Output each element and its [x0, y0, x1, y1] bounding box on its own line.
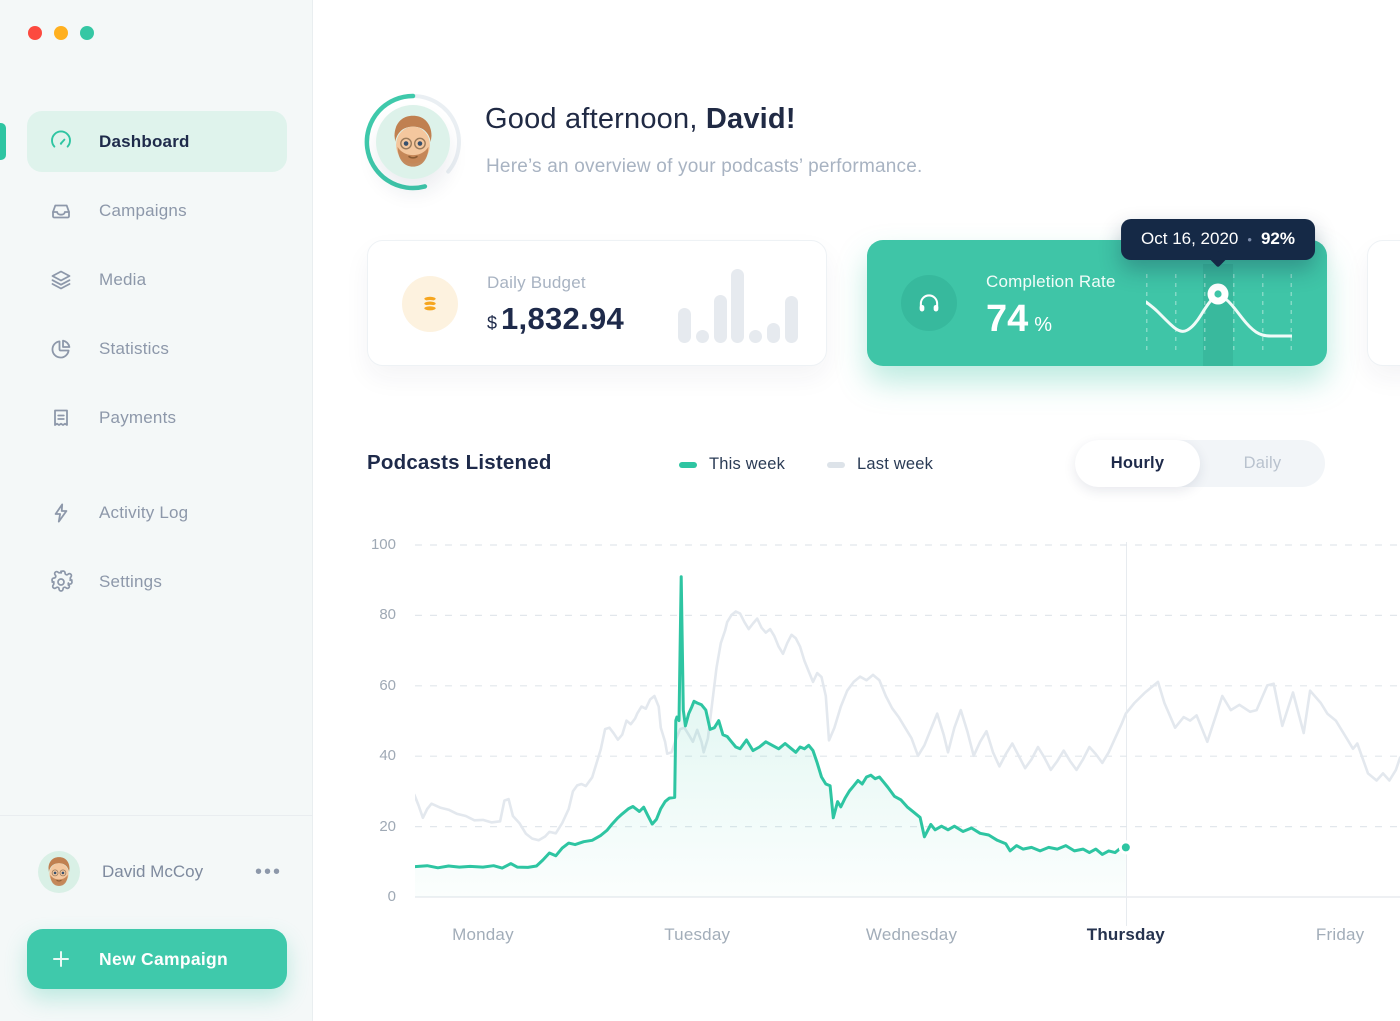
y-tick-label: 60 [379, 676, 396, 694]
chart-tooltip: Oct 16, 2020 • 92% [1121, 219, 1315, 260]
sidebar-item-payments[interactable]: Payments [27, 387, 287, 448]
settings-icon [49, 569, 73, 594]
sidebar: Dashboard Campaigns Media Statistics Pay… [0, 0, 313, 1021]
statistics-icon [49, 337, 73, 361]
legend-last-week[interactable]: Last week [827, 455, 933, 474]
podcasts-listened-chart[interactable] [415, 540, 1400, 902]
new-campaign-button[interactable]: New Campaign [27, 929, 287, 989]
toggle-hourly[interactable]: Hourly [1075, 440, 1200, 487]
headphones-icon [901, 275, 957, 331]
budget-bar [678, 308, 691, 343]
section-title: Podcasts Listened [367, 451, 552, 474]
minimize-window-button[interactable] [54, 26, 68, 40]
dashboard-icon [49, 130, 73, 154]
page-subtitle: Here’s an overview of your podcasts’ per… [486, 156, 923, 177]
x-tick-label-wednesday: Wednesday [865, 925, 958, 944]
user-avatar [38, 851, 80, 893]
sidebar-item-label: Campaigns [99, 200, 187, 220]
user-profile: David McCoy ••• [38, 846, 286, 898]
plus-icon [49, 947, 73, 971]
sidebar-divider [0, 815, 313, 816]
x-tick-label-monday: Monday [452, 925, 514, 944]
memoji-avatar [48, 857, 70, 886]
active-nav-indicator [0, 123, 6, 160]
budget-mini-bar-chart [678, 265, 798, 343]
activity-icon [49, 501, 73, 525]
y-tick-label: 40 [379, 747, 396, 765]
tooltip-separator: • [1247, 231, 1252, 247]
y-tick-label: 80 [379, 606, 396, 624]
sidebar-item-label: Statistics [99, 338, 170, 358]
y-tick-label: 100 [370, 536, 396, 553]
daily-budget-card: Daily Budget $ 1,832.94 [367, 240, 827, 366]
next-card-partial [1367, 240, 1400, 366]
legend-this-week[interactable]: This week [679, 455, 785, 474]
avatar-progress-ring [363, 92, 463, 192]
sidebar-nav: Dashboard Campaigns Media Statistics Pay… [27, 111, 287, 620]
budget-bar [784, 296, 798, 343]
x-tick-label-friday: Friday [1315, 925, 1365, 944]
user-avatar-large[interactable] [376, 105, 450, 179]
completion-rate-label: Completion Rate [986, 272, 1116, 291]
sparkline-highlight-band [1203, 264, 1233, 366]
window-controls [28, 26, 94, 40]
tooltip-value: 92% [1260, 229, 1295, 248]
payments-icon [49, 406, 73, 430]
sidebar-item-label: Activity Log [99, 502, 189, 522]
budget-bar [767, 323, 781, 343]
completion-rate-card: Completion Rate 74 % [867, 240, 1327, 366]
sidebar-item-statistics[interactable]: Statistics [27, 318, 287, 379]
sidebar-item-media[interactable]: Media [27, 249, 287, 310]
zoom-window-button[interactable] [80, 26, 94, 40]
x-tick-label-thursday: Thursday [1086, 925, 1165, 944]
currency-symbol: $ [487, 313, 498, 333]
page-title: Good afternoon, David! [485, 103, 796, 135]
media-icon [49, 268, 73, 292]
last-week-swatch [827, 461, 845, 468]
interval-toggle: Hourly Daily [1075, 440, 1325, 487]
toggle-daily[interactable]: Daily [1243, 454, 1282, 472]
budget-bar [695, 330, 709, 343]
y-tick-label: 0 [387, 888, 396, 905]
tooltip-date: Oct 16, 2020 [1141, 229, 1239, 248]
sidebar-item-dashboard[interactable]: Dashboard [27, 111, 287, 172]
daily-budget-label: Daily Budget [487, 273, 586, 292]
x-tick-label-tuesday: Tuesday [664, 925, 731, 944]
budget-bar [713, 295, 727, 343]
completion-rate-value: 74 % [986, 298, 1053, 340]
close-window-button[interactable] [28, 26, 42, 40]
sidebar-item-label: Settings [99, 571, 163, 591]
sidebar-item-campaigns[interactable]: Campaigns [27, 180, 287, 241]
y-tick-label: 20 [379, 817, 396, 835]
budget-bar [731, 269, 745, 343]
sidebar-item-label: Dashboard [99, 131, 190, 151]
this-week-swatch [679, 461, 697, 468]
greeting-name: David! [705, 103, 796, 135]
completion-sparkline[interactable] [1146, 272, 1292, 356]
chart-cursor-line [1126, 542, 1127, 926]
ellipsis-icon[interactable]: ••• [254, 860, 282, 883]
sidebar-item-settings[interactable]: Settings [27, 551, 287, 612]
campaigns-icon [49, 199, 73, 223]
coins-icon [402, 276, 458, 332]
new-campaign-label: New Campaign [99, 948, 229, 969]
sidebar-item-label: Media [99, 269, 147, 289]
sidebar-item-label: Payments [99, 407, 177, 427]
budget-bar [749, 330, 763, 343]
sidebar-item-activity-log[interactable]: Activity Log [27, 482, 287, 543]
user-name: David McCoy [102, 862, 204, 881]
daily-budget-value: $ 1,832.94 [487, 301, 625, 336]
